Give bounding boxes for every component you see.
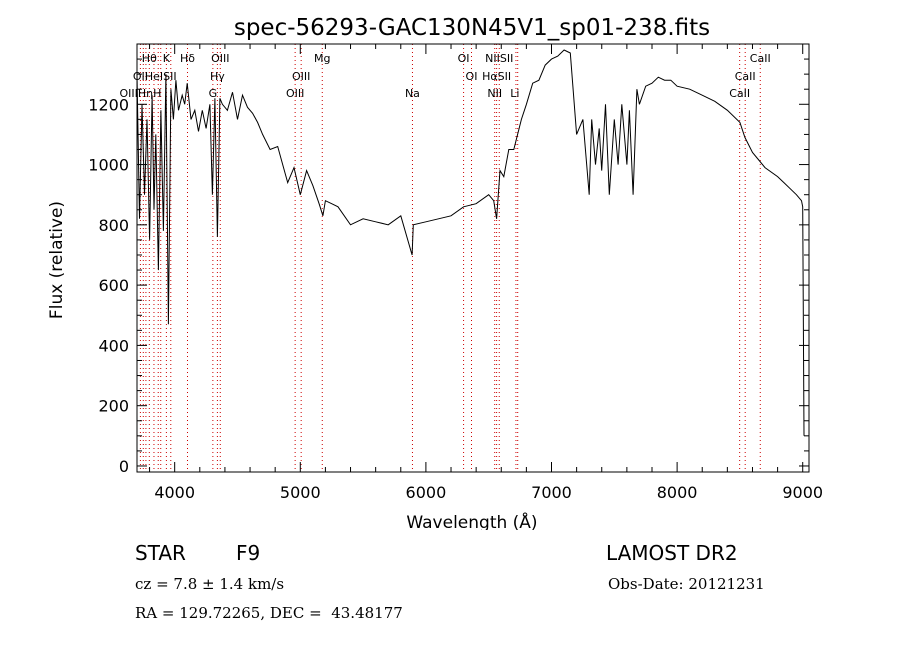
x-tick-label: 4000 [154, 483, 195, 502]
survey-name: LAMOST DR2 [606, 541, 738, 565]
y-tick-label: 0 [119, 457, 129, 476]
marker-label: CaII [729, 87, 750, 100]
y-tick-label: 1000 [88, 156, 129, 175]
marker-label: Hθ [142, 52, 157, 65]
marker-label: OIII [292, 70, 310, 83]
spectrum-chart: spec-56293-GAC130N45V1_sp01-238.fits 400… [47, 15, 823, 530]
marker-label: HαSII [482, 70, 511, 83]
observation-date: Obs-Date: 20121231 [608, 575, 765, 593]
x-tick-label: 6000 [406, 483, 447, 502]
x-tick-label: 5000 [280, 483, 321, 502]
marker-label: OII [133, 70, 148, 83]
y-tick-label: 600 [98, 276, 129, 295]
y-tick-label: 800 [98, 216, 129, 235]
object-type: STAR [135, 541, 186, 565]
y-axis: 0 200 400 600 800 1000 1200 [88, 58, 809, 476]
marker-label: K [163, 52, 171, 65]
x-tick-label: 9000 [782, 483, 823, 502]
x-axis-label: Wavelength (Å) [406, 511, 537, 530]
emission-line-markers [139, 44, 761, 472]
marker-label: OIIIHηH [119, 87, 161, 100]
y-axis-label: Flux (relative) [47, 201, 67, 319]
marker-label: OIII [211, 52, 229, 65]
marker-label: OI [466, 70, 478, 83]
spectrum-line [136, 49, 805, 436]
marker-label: Hδ [180, 52, 195, 65]
chart-title: spec-56293-GAC130N45V1_sp01-238.fits [234, 15, 710, 41]
marker-label: Li [510, 87, 519, 100]
marker-label: OI [458, 52, 470, 65]
x-tick-label: 8000 [657, 483, 698, 502]
plot-frame [136, 43, 810, 473]
sky-coordinates: RA = 129.72265, DEC = 43.48177 [135, 604, 403, 622]
marker-label: Mg [314, 52, 330, 65]
marker-label: Na [405, 87, 420, 100]
marker-label: NII [487, 87, 502, 100]
y-tick-label: 400 [98, 336, 129, 355]
marker-label: OIII [286, 87, 304, 100]
y-tick-label: 200 [98, 397, 129, 416]
marker-label: HeISII [145, 70, 177, 83]
object-subclass: F9 [236, 541, 261, 565]
redshift-cz: cz = 7.8 ± 1.4 km/s [135, 575, 285, 593]
marker-label: G [209, 87, 218, 100]
y-tick-label: 1200 [88, 95, 129, 114]
marker-label: NIISII [485, 52, 513, 65]
x-axis: 4000 5000 6000 7000 8000 9000 [149, 44, 823, 502]
marker-label: Hγ [210, 70, 225, 83]
marker-label: CaII [735, 70, 756, 83]
x-tick-label: 7000 [531, 483, 572, 502]
marker-label: CaII [750, 52, 771, 65]
